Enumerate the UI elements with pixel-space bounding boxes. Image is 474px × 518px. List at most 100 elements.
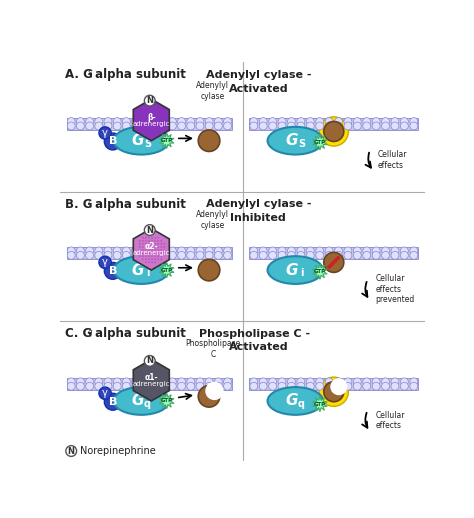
Text: GTP: GTP	[314, 140, 326, 145]
Circle shape	[319, 117, 348, 146]
Circle shape	[250, 382, 258, 390]
Circle shape	[335, 251, 342, 260]
Circle shape	[157, 258, 159, 260]
Circle shape	[178, 382, 185, 390]
Circle shape	[335, 382, 342, 390]
Text: B: B	[109, 397, 117, 407]
Circle shape	[363, 251, 371, 260]
Polygon shape	[159, 133, 174, 148]
Text: Cellular
effects
prevented: Cellular effects prevented	[375, 275, 415, 304]
Circle shape	[214, 251, 222, 260]
Circle shape	[145, 255, 147, 257]
Text: Phospholipase C -: Phospholipase C -	[199, 328, 310, 339]
Circle shape	[132, 118, 139, 125]
Circle shape	[154, 252, 156, 254]
Circle shape	[363, 122, 371, 130]
Circle shape	[151, 243, 153, 245]
Circle shape	[214, 118, 222, 125]
Circle shape	[344, 378, 352, 386]
Circle shape	[113, 382, 121, 390]
Text: $_S$: $_S$	[87, 68, 94, 78]
Circle shape	[168, 247, 176, 255]
Ellipse shape	[114, 127, 169, 154]
Circle shape	[67, 118, 75, 125]
Bar	[249, 378, 419, 390]
Bar	[66, 247, 232, 260]
Text: q: q	[298, 399, 305, 409]
Circle shape	[104, 118, 112, 125]
Circle shape	[151, 252, 153, 254]
Circle shape	[214, 122, 222, 130]
Circle shape	[259, 118, 267, 125]
Circle shape	[168, 118, 176, 125]
Circle shape	[145, 95, 155, 106]
Text: S: S	[298, 139, 305, 149]
Circle shape	[198, 385, 220, 407]
Circle shape	[86, 247, 93, 255]
Circle shape	[160, 255, 162, 257]
Circle shape	[297, 118, 305, 125]
Circle shape	[335, 118, 342, 125]
Circle shape	[159, 118, 167, 125]
Text: γ: γ	[102, 257, 108, 267]
Text: adrenergic: adrenergic	[133, 381, 170, 387]
Circle shape	[269, 247, 276, 255]
Circle shape	[278, 378, 286, 386]
Circle shape	[113, 251, 121, 260]
Circle shape	[382, 122, 390, 130]
Circle shape	[214, 247, 222, 255]
Circle shape	[164, 249, 165, 251]
Text: B. G: B. G	[65, 198, 92, 211]
Bar	[327, 255, 341, 269]
Circle shape	[145, 243, 147, 245]
Circle shape	[306, 122, 314, 130]
Text: GTP: GTP	[161, 138, 173, 143]
Polygon shape	[312, 264, 327, 279]
Circle shape	[250, 122, 258, 130]
Circle shape	[145, 355, 155, 366]
Circle shape	[157, 252, 159, 254]
Text: alpha subunit: alpha subunit	[91, 327, 186, 340]
Circle shape	[288, 378, 295, 386]
Circle shape	[148, 249, 150, 251]
Circle shape	[141, 382, 149, 390]
Polygon shape	[159, 262, 174, 278]
Circle shape	[278, 382, 286, 390]
Circle shape	[250, 247, 258, 255]
Circle shape	[159, 122, 167, 130]
Text: B: B	[109, 266, 117, 276]
Polygon shape	[312, 396, 327, 412]
Circle shape	[391, 247, 399, 255]
Circle shape	[325, 122, 333, 130]
Circle shape	[159, 382, 167, 390]
Circle shape	[354, 122, 361, 130]
Circle shape	[122, 118, 130, 125]
Circle shape	[410, 251, 418, 260]
Circle shape	[157, 246, 159, 248]
Circle shape	[306, 251, 314, 260]
Circle shape	[164, 252, 165, 254]
Text: adrenergic: adrenergic	[133, 250, 170, 256]
Circle shape	[288, 251, 295, 260]
Circle shape	[410, 118, 418, 125]
Polygon shape	[133, 99, 169, 141]
Circle shape	[148, 262, 150, 263]
Circle shape	[178, 378, 185, 386]
Circle shape	[154, 249, 156, 251]
Circle shape	[160, 246, 162, 248]
Circle shape	[278, 251, 286, 260]
Circle shape	[139, 240, 141, 242]
Circle shape	[316, 251, 324, 260]
Text: N: N	[68, 447, 75, 455]
Circle shape	[76, 382, 84, 390]
Circle shape	[145, 262, 147, 263]
Text: B: B	[109, 136, 117, 147]
Circle shape	[145, 237, 147, 239]
Ellipse shape	[267, 387, 323, 415]
Circle shape	[354, 118, 361, 125]
Circle shape	[148, 252, 150, 254]
Circle shape	[288, 382, 295, 390]
Circle shape	[372, 382, 380, 390]
Circle shape	[205, 378, 213, 386]
Ellipse shape	[267, 127, 323, 154]
